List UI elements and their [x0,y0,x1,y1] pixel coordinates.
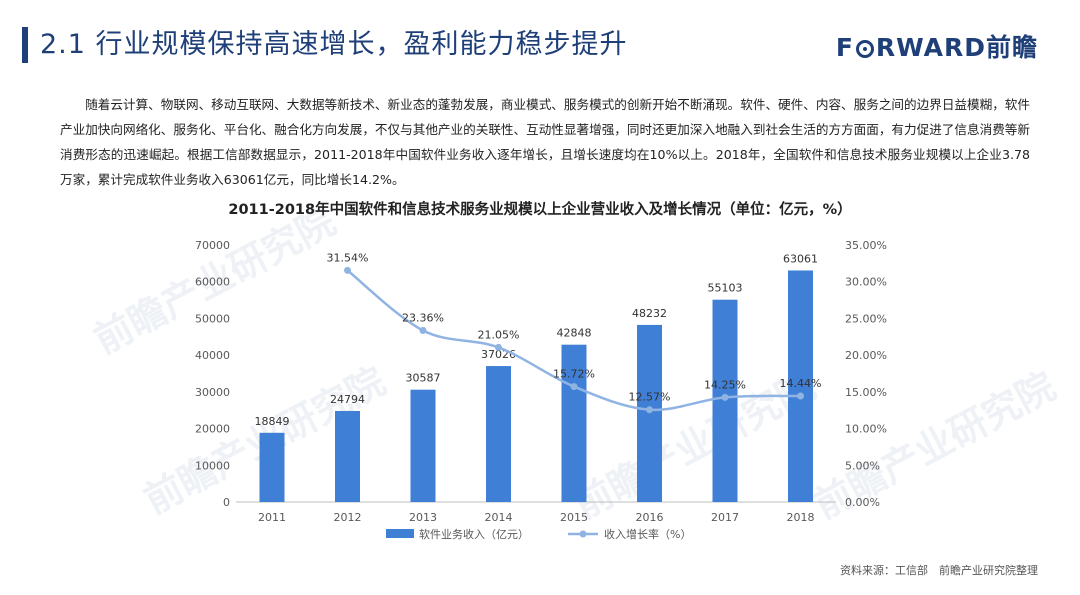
legend-bar-label: 软件业务收入（亿元） [419,527,529,541]
growth-rate-point [419,326,427,334]
x-axis-tick-label: 2013 [409,511,437,524]
logo-letter-f: F [835,33,854,62]
x-axis-tick-label: 2014 [485,511,513,524]
growth-rate-data-label: 21.05% [478,328,520,341]
bar-data-label: 18849 [255,415,290,428]
y-axis-tick-label: 50000 [195,312,230,325]
growth-rate-data-label: 15.72% [553,368,595,381]
growth-rate-point [495,343,502,351]
bar [335,410,360,502]
body-paragraph: 随着云计算、物联网、移动互联网、大数据等新技术、新业态的蓬勃发展，商业模式、服务… [60,97,1030,187]
bar [259,432,285,502]
x-axis-tick-label: 2018 [787,511,815,524]
legend-line-marker [579,530,587,538]
growth-rate-data-label: 23.36% [402,311,444,324]
y-axis-tick-label: 40000 [195,349,230,362]
chart-title: 2011-2018年中国软件和信息技术服务业规模以上企业营业收入及增长情况（单位… [228,202,852,218]
page-title: 2.1 行业规模保持高速增长，盈利能力稳步提升 [40,29,628,60]
growth-rate-data-label: 14.25% [704,378,746,391]
y-axis-tick-label: 20000 [195,423,230,436]
growth-rate-point [570,383,578,391]
y2-axis-tick-label: 30.00% [845,276,887,289]
legend-bar-swatch [386,529,414,538]
bar [637,324,662,502]
y2-axis-tick-label: 35.00% [845,239,887,252]
forward-logo: F RWARD前瞻 [836,28,1038,64]
y-axis-tick-label: 30000 [195,386,230,399]
logo-cn: 前瞻 [985,33,1038,62]
source-note: 资料来源：工信部 前瞻产业研究院整理 [840,564,1038,577]
bar-data-label: 24794 [330,393,365,406]
growth-rate-point [646,406,653,414]
y2-axis-tick-label: 20.00% [845,349,887,362]
bar-data-label: 55103 [708,282,743,295]
y2-axis-tick-label: 0.00% [845,496,880,509]
legend-line-label: 收入增长率（%） [604,527,691,541]
bar [561,344,587,502]
y-axis-tick-label: 10000 [195,459,230,472]
x-axis-tick-label: 2016 [636,511,664,524]
bar-data-label: 42848 [557,327,592,340]
bar [788,270,813,502]
logo-o-icon [855,40,874,58]
y2-axis-tick-label: 5.00% [845,459,880,472]
bar [410,389,436,502]
x-axis-tick-label: 2015 [560,511,588,524]
growth-rate-data-label: 12.57% [629,391,671,404]
growth-rate-data-label: 31.54% [327,251,369,264]
bar-data-label: 30587 [406,372,441,385]
x-axis-tick-label: 2017 [711,511,739,524]
title-accent-bar [22,27,28,63]
bar-data-label: 63061 [783,252,818,265]
y2-axis-tick-label: 25.00% [845,312,887,325]
bar-data-label: 48232 [632,307,667,320]
x-axis-tick-label: 2011 [258,511,286,524]
combo-chart: 0 10000 20000 30000 40000 50000 60000 70000 0.00… [195,239,887,541]
growth-rate-point [721,393,729,401]
logo-word: RWARD [875,33,986,62]
y-axis-tick-label: 60000 [195,276,230,289]
x-axis-tick-label: 2012 [334,511,362,524]
y2-axis-tick-label: 10.00% [845,423,887,436]
growth-rate-point [344,266,351,274]
bar [486,366,511,502]
growth-rate-data-label: 14.44% [780,377,822,390]
y2-axis-tick-label: 15.00% [845,386,887,399]
growth-rate-point [797,392,804,400]
y-axis-tick-label: 70000 [195,239,230,252]
y-axis-tick-label: 0 [223,496,230,509]
